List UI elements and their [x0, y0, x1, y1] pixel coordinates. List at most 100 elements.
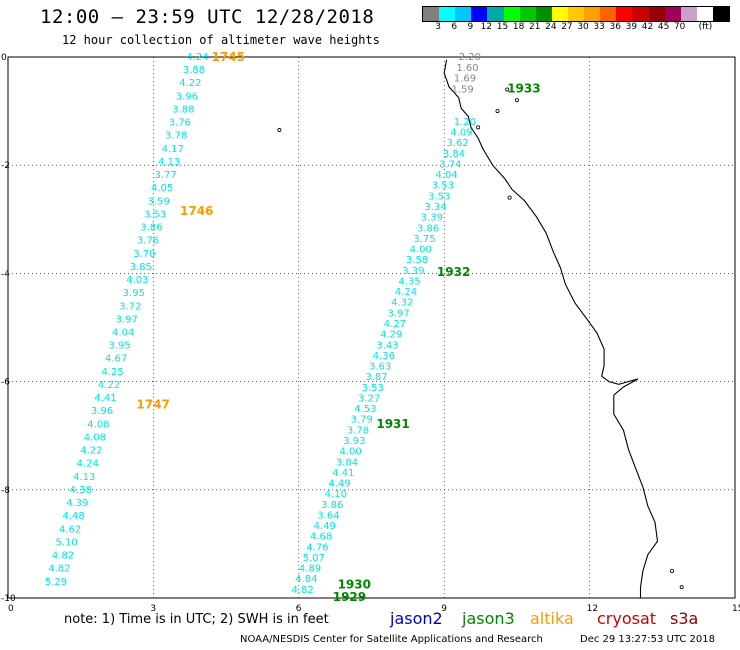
- wave-height-label: 5.29: [45, 577, 67, 588]
- wave-height-label: 4.04: [435, 170, 457, 181]
- wave-height-label: 4.39: [66, 498, 88, 509]
- wave-height-label: 3.86: [321, 500, 343, 511]
- wave-height-label: 3.88: [172, 104, 194, 115]
- wave-height-label: 3.84: [336, 457, 358, 468]
- island-marker: [477, 126, 480, 129]
- wave-height-label: 4.41: [94, 393, 116, 404]
- wave-height-label: 1.60: [456, 63, 478, 74]
- wave-height-label: 3.43: [376, 340, 398, 351]
- wave-height-label: 3.78: [347, 425, 369, 436]
- wave-height-label: 4.27: [384, 319, 406, 330]
- legend-item-jason3: jason3: [462, 609, 515, 628]
- credit-text: NOAA/NESDIS Center for Satellite Applica…: [240, 634, 543, 645]
- wave-height-label: 4.08: [87, 419, 109, 430]
- wave-height-label: 4.05: [151, 183, 173, 194]
- wave-height-label: 4.10: [325, 489, 347, 500]
- wave-height-label: 3.72: [119, 301, 141, 312]
- wave-height-label: 4.22: [179, 78, 201, 89]
- island-marker: [515, 99, 518, 102]
- wave-height-label: 5.10: [55, 537, 77, 548]
- legend-item-s3a: s3a: [670, 609, 698, 628]
- wave-height-label: 4.04: [112, 328, 134, 339]
- wave-height-label: 3.96: [176, 91, 198, 102]
- wave-height-label: 4.00: [340, 447, 362, 458]
- wave-height-label: 4.03: [126, 275, 148, 286]
- wave-height-label: 4.76: [306, 542, 328, 553]
- wave-height-label: 4.35: [399, 276, 421, 287]
- wave-height-label: 4.38: [70, 485, 92, 496]
- wave-height-label: 4.22: [98, 380, 120, 391]
- wave-height-label: 3.78: [165, 131, 187, 142]
- wave-height-label: 2.20: [459, 52, 481, 63]
- wave-height-label: 4.49: [328, 479, 350, 490]
- wave-height-label: 4.25: [101, 367, 123, 378]
- wave-height-label: 4.62: [59, 524, 81, 535]
- island-marker: [278, 128, 281, 131]
- wave-height-label: 4.29: [380, 330, 402, 341]
- wave-height-label: 3.84: [443, 149, 465, 160]
- wave-height-label: 4.82: [52, 551, 74, 562]
- wave-height-label: 3.58: [406, 255, 428, 266]
- footnote: note: 1) Time is in UTC; 2) SWH is in fe…: [64, 612, 329, 627]
- wave-height-label: 3.87: [365, 372, 387, 383]
- wave-height-label: 3.93: [343, 436, 365, 447]
- pass-time-label: 1929: [333, 590, 366, 604]
- wave-height-label: 3.75: [413, 234, 435, 245]
- wave-height-label: 3.59: [147, 196, 169, 207]
- wave-height-label: 5.07: [303, 553, 325, 564]
- wave-height-label: 4.09: [450, 128, 472, 139]
- wave-height-label: 4.82: [48, 564, 70, 575]
- wave-height-label: 3.53: [362, 383, 384, 394]
- y-tick-label: -2: [1, 161, 10, 171]
- wave-height-label: 4.24: [186, 52, 208, 63]
- island-marker: [670, 569, 673, 572]
- wave-height-label: 4.13: [158, 157, 180, 168]
- wave-height-label: 4.89: [299, 564, 321, 575]
- wave-height-label: 4.48: [63, 511, 85, 522]
- wave-height-label: 4.67: [105, 354, 127, 365]
- wave-height-label: 4.24: [77, 459, 99, 470]
- wave-height-label: 1.69: [454, 74, 476, 85]
- y-tick-label: 0: [1, 53, 7, 63]
- wave-height-label: 1.20: [454, 117, 476, 128]
- wave-height-label: 3.53: [428, 191, 450, 202]
- wave-height-label: 4.41: [332, 468, 354, 479]
- wave-height-label: 4.32: [391, 298, 413, 309]
- wave-height-label: 4.00: [410, 245, 432, 256]
- wave-height-label: 3.62: [447, 138, 469, 149]
- wave-height-label: 3.27: [358, 393, 380, 404]
- wave-height-label: 4.82: [292, 585, 314, 596]
- wave-height-label: 4.84: [295, 574, 317, 585]
- island-marker: [496, 110, 499, 113]
- wave-height-label: 4.53: [354, 404, 376, 415]
- legend-item-jason2: jason2: [390, 609, 443, 628]
- pass-time-label: 1746: [180, 204, 213, 218]
- wave-height-label: 3.85: [130, 262, 152, 273]
- wave-height-label: 3.63: [369, 362, 391, 373]
- pass-time-label: 1933: [507, 81, 540, 95]
- wave-height-label: 3.70: [133, 249, 155, 260]
- wave-height-label: 4.13: [73, 472, 95, 483]
- wave-height-label: 4.68: [310, 532, 332, 543]
- wave-height-label: 4.17: [162, 144, 184, 155]
- wave-height-label: 4.24: [395, 287, 417, 298]
- wave-height-label: 3.53: [144, 209, 166, 220]
- wave-height-label: 3.88: [183, 65, 205, 76]
- wave-height-label: 4.49: [314, 521, 336, 532]
- y-tick-label: -10: [1, 594, 16, 604]
- y-tick-label: -4: [1, 269, 10, 279]
- wave-height-label: 4.36: [373, 351, 395, 362]
- wave-height-label: 3.39: [421, 213, 443, 224]
- wave-height-label: 3.95: [123, 288, 145, 299]
- legend-item-altika: altika: [530, 609, 574, 628]
- wave-height-label: 3.97: [387, 308, 409, 319]
- wave-height-label: 4.08: [84, 432, 106, 443]
- wave-height-label: 3.76: [169, 118, 191, 129]
- pass-time-label: 1932: [437, 265, 470, 279]
- pass-time-label: 1745: [212, 50, 245, 64]
- generated-timestamp: Dec 29 13:27:53 UTC 2018: [580, 634, 715, 645]
- wave-height-label: 3.77: [155, 170, 177, 181]
- wave-height-label: 3.39: [402, 266, 424, 277]
- legend-item-cryosat: cryosat: [597, 609, 656, 628]
